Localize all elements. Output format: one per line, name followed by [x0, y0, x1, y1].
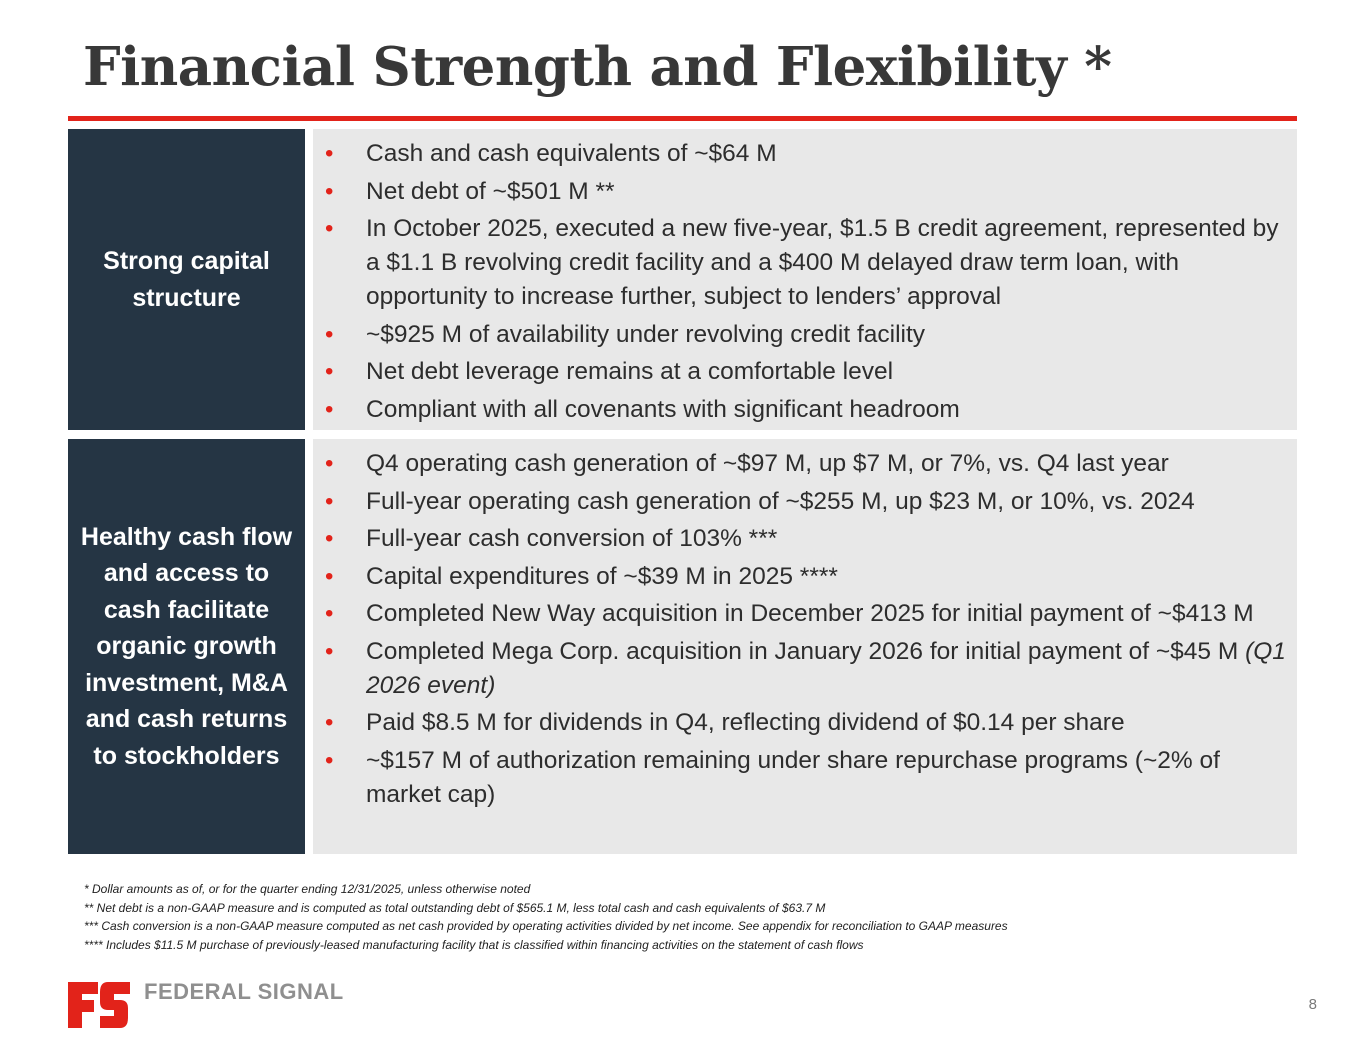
section-label-cash-flow: Healthy cash flow and access to cash fac…	[68, 439, 305, 854]
logo-wordmark: FEDERAL SIGNAL	[144, 979, 344, 1004]
page-number: 8	[1308, 996, 1317, 1013]
bullet-item: Capital expenditures of ~$39 M in 2025 *…	[313, 560, 1297, 594]
bullet-text: Completed Mega Corp. acquisition in Janu…	[366, 637, 1239, 665]
footnote-1: * Dollar amounts as of, or for the quart…	[84, 882, 531, 896]
bullet-event-note: (Q1 2026 event)	[366, 637, 1286, 699]
company-logo: FEDERAL SIGNAL	[68, 972, 358, 1028]
bullet-list: Cash and cash equivalents of ~$64 M Net …	[313, 137, 1297, 427]
bullet-item: Net debt of ~$501 M **	[313, 175, 1297, 209]
bullet-item: Q4 operating cash generation of ~$97 M, …	[313, 447, 1297, 481]
bullet-item: Full-year cash conversion of 103% ***	[313, 522, 1297, 556]
bullet-item: In October 2025, executed a new five-yea…	[313, 212, 1297, 314]
bullet-item: Completed Mega Corp. acquisition in Janu…	[313, 635, 1297, 703]
federal-signal-fs-logo-icon	[68, 982, 130, 1028]
bullet-item: ~$157 M of authorization remaining under…	[313, 744, 1297, 812]
bullet-list: Q4 operating cash generation of ~$97 M, …	[313, 447, 1297, 812]
bullet-item: ~$925 M of availability under revolving …	[313, 318, 1297, 352]
section-label-capital-structure: Strong capital structure	[68, 129, 305, 430]
title-divider	[68, 116, 1297, 121]
section-content-capital-structure: Cash and cash equivalents of ~$64 M Net …	[313, 129, 1297, 430]
footnote-4: **** Includes $11.5 M purchase of previo…	[84, 937, 864, 952]
bullet-item: Compliant with all covenants with signif…	[313, 393, 1297, 427]
bullet-item: Paid $8.5 M for dividends in Q4, reflect…	[313, 706, 1297, 740]
footnote-3: *** Cash conversion is a non-GAAP measur…	[84, 919, 1008, 933]
bullet-item: Completed New Way acquisition in Decembe…	[313, 597, 1297, 631]
bullet-item: Cash and cash equivalents of ~$64 M	[313, 137, 1297, 171]
slide-title: Financial Strength and Flexibility *	[83, 36, 1112, 98]
bullet-item: Full-year operating cash generation of ~…	[313, 485, 1297, 519]
bullet-item: Net debt leverage remains at a comfortab…	[313, 355, 1297, 389]
section-content-cash-flow: Q4 operating cash generation of ~$97 M, …	[313, 439, 1297, 854]
footnote-2: ** Net debt is a non-GAAP measure and is…	[84, 900, 826, 915]
footnotes: * Dollar amounts as of, or for the quart…	[84, 880, 1284, 954]
